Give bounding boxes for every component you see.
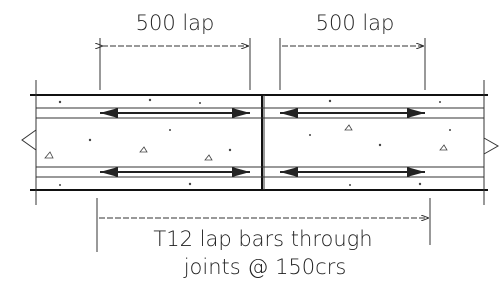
- note-text: joints @ 150crs: [183, 255, 347, 279]
- lap-detail-diagram: 500 lap 500 lap: [0, 0, 500, 281]
- slab: [22, 80, 498, 205]
- dimension-label: 500 lap: [136, 11, 215, 35]
- dimension-label: 500 lap: [316, 11, 395, 35]
- main-bars: [36, 108, 484, 177]
- note-text: T12 lap bars through: [153, 227, 372, 251]
